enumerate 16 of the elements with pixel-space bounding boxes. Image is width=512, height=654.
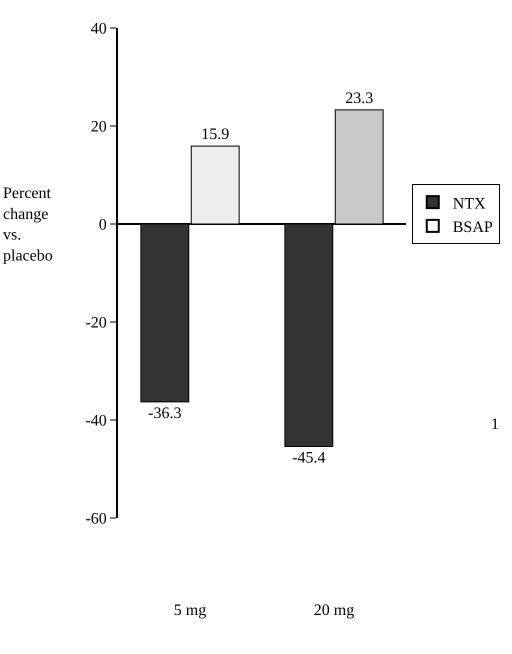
y-tick-label: -20 xyxy=(85,314,107,332)
data-label: 15.9 xyxy=(201,126,230,144)
y-tick-label: -40 xyxy=(85,412,107,430)
y-axis-title: Percent change vs. placebo xyxy=(3,185,53,264)
y-tick-label: 40 xyxy=(90,20,107,38)
legend-label: NTX xyxy=(452,195,486,212)
data-label: -36.3 xyxy=(148,404,182,422)
y-tick-label: -60 xyxy=(85,510,107,528)
text: 1 xyxy=(491,416,499,433)
x-tick-label: 5 mg xyxy=(174,602,206,619)
data-label: -45.4 xyxy=(292,449,326,466)
y-tick-label: 20 xyxy=(90,118,107,136)
x-tick-label: 20 mg xyxy=(314,602,354,619)
legend-label: BSAP xyxy=(452,219,493,236)
y-tick-label: 0 xyxy=(98,216,107,234)
data-label: 23.3 xyxy=(345,90,374,107)
